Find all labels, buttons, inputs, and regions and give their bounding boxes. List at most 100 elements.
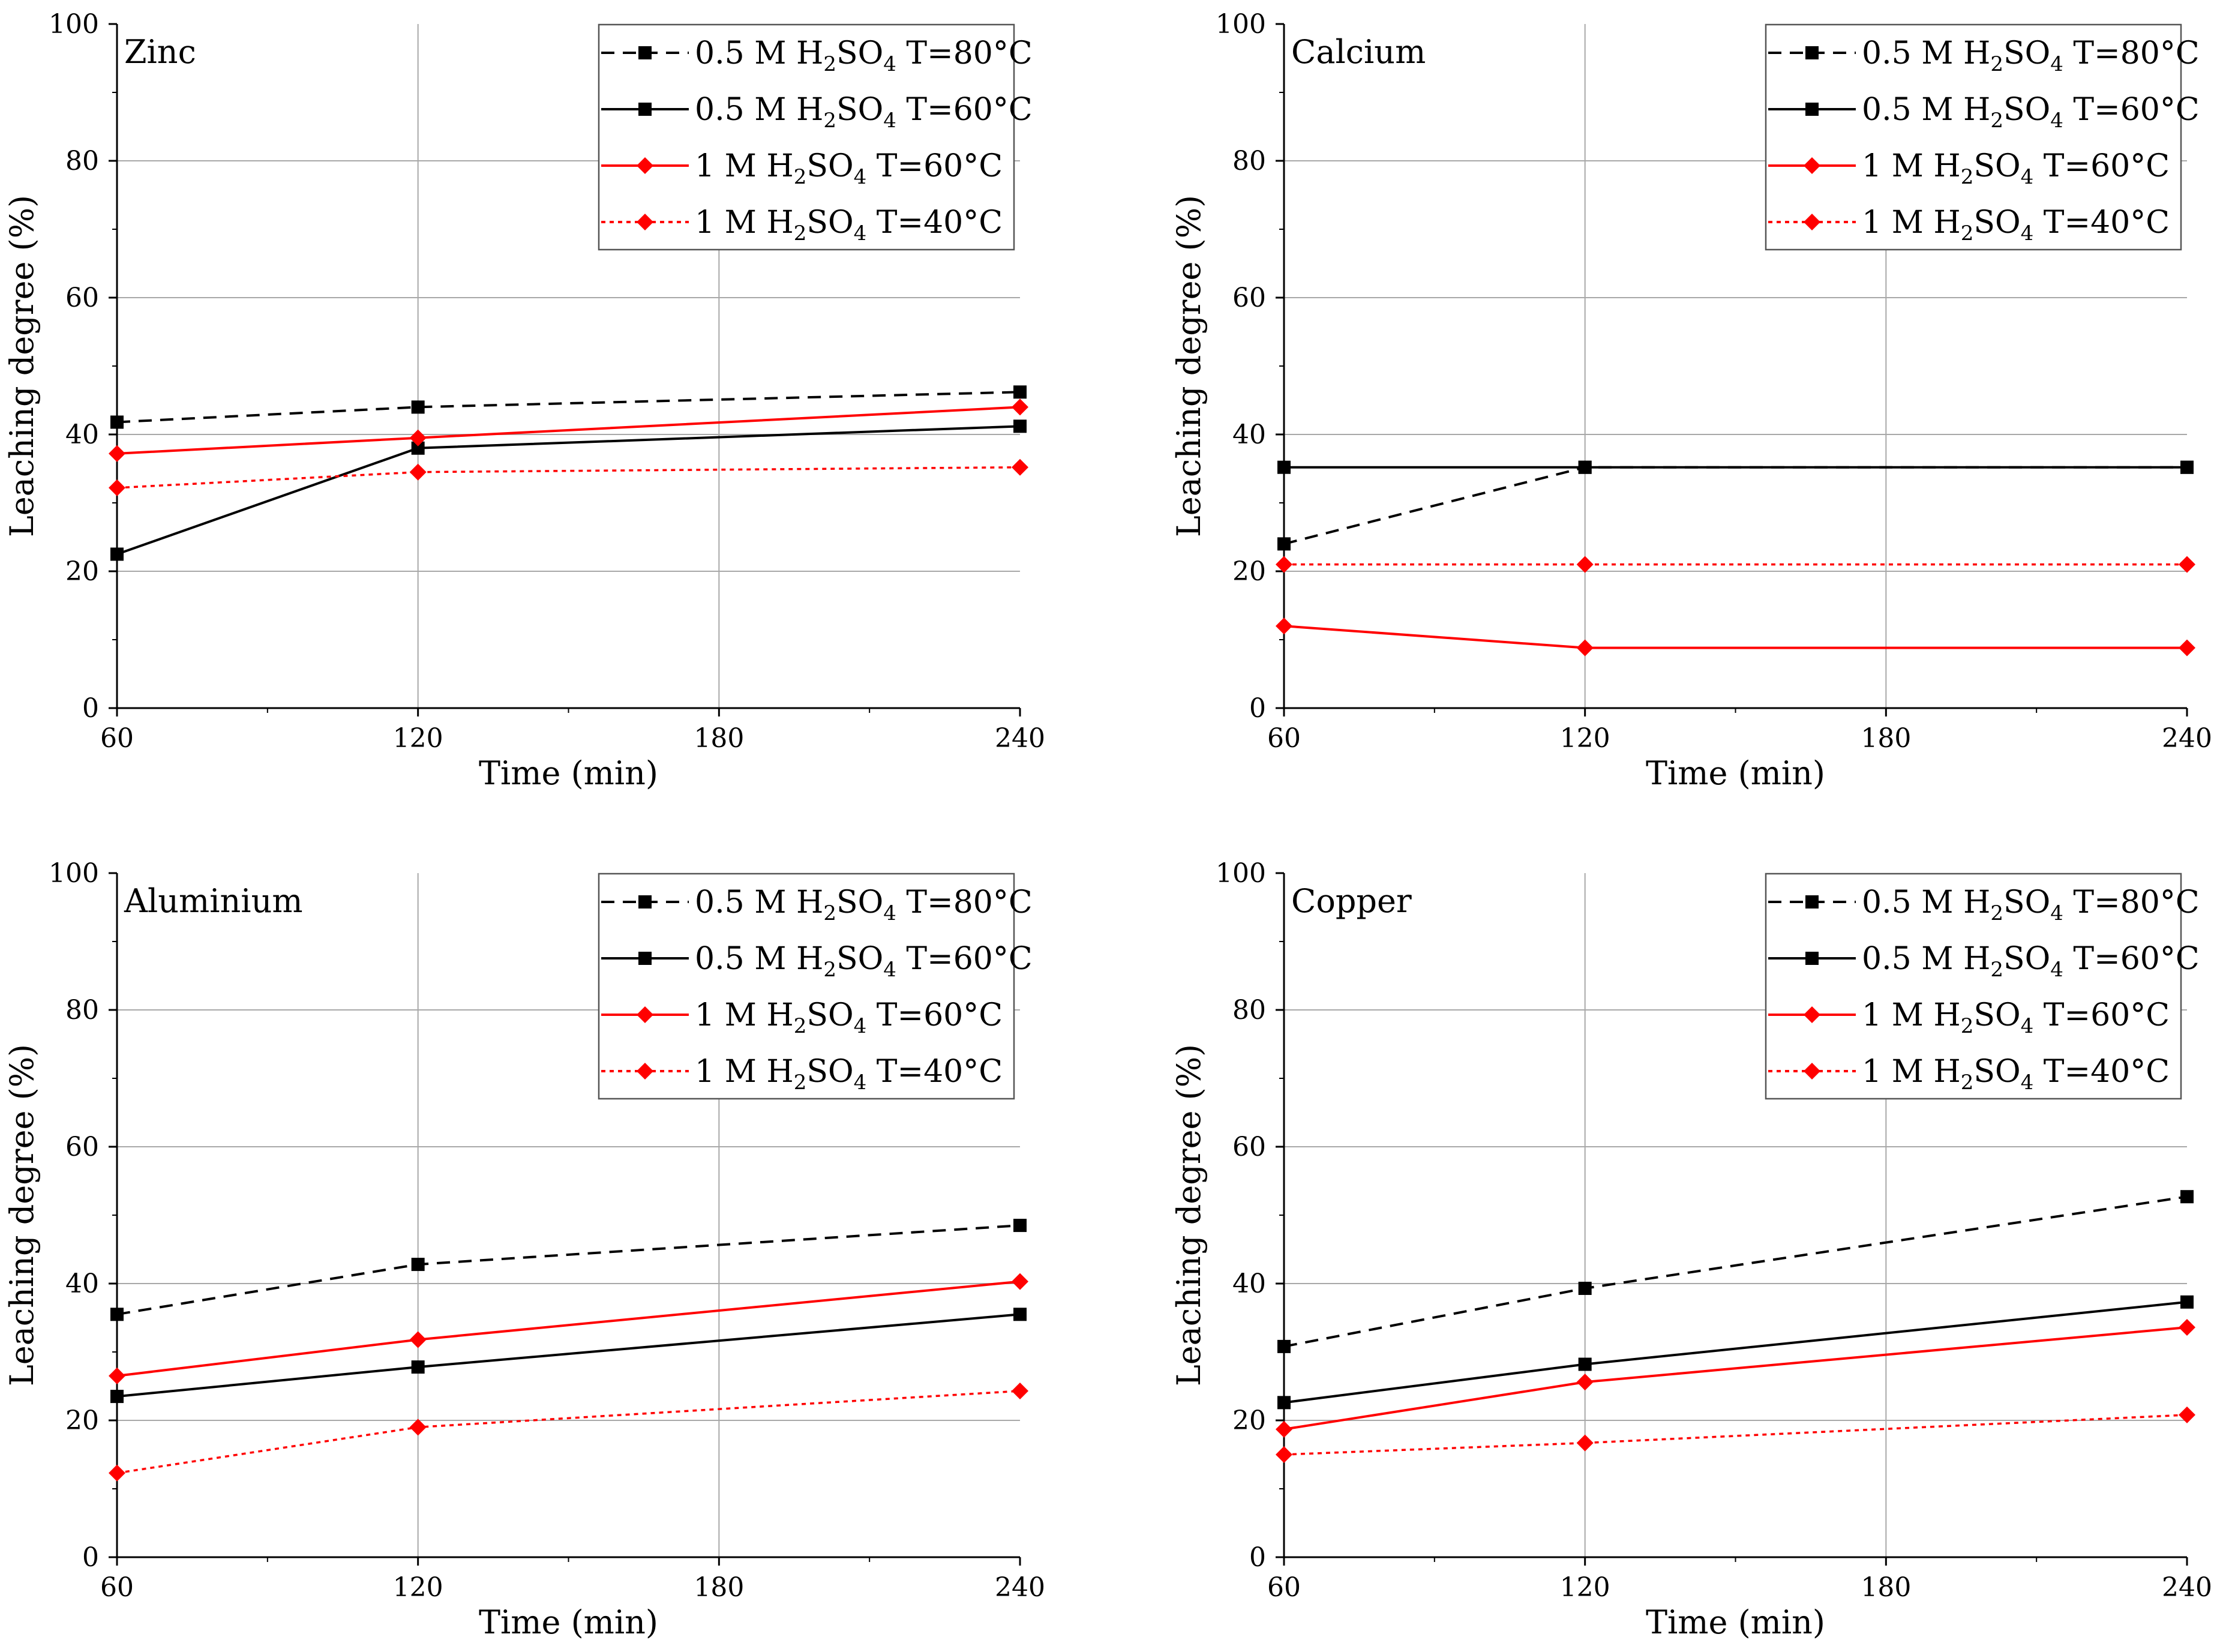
series-line <box>117 392 1020 422</box>
series-line <box>1284 1327 2187 1429</box>
panel-title: Zinc <box>124 33 196 71</box>
legend-marker <box>1805 952 1819 965</box>
y-tick-label: 100 <box>49 9 99 40</box>
y-tick-label: 20 <box>1232 556 1266 587</box>
legend-label: 1 M H2SO4 T=60°C <box>1862 997 2170 1038</box>
legend-label: 0.5 M H2SO4 T=60°C <box>1862 92 2200 133</box>
y-tick-label: 40 <box>1232 1269 1266 1299</box>
y-tick-label: 60 <box>1232 1132 1266 1162</box>
y-tick-label: 80 <box>1232 146 1266 176</box>
x-axis-title: Time (min) <box>479 1603 658 1641</box>
legend-label: 0.5 M H2SO4 T=80°C <box>1862 885 2200 925</box>
x-tick-label: 120 <box>393 1572 443 1603</box>
y-tick-label: 20 <box>1232 1405 1266 1436</box>
data-point <box>1579 1358 1592 1371</box>
legend-label: 0.5 M H2SO4 T=80°C <box>1862 35 2200 76</box>
data-point <box>110 1308 124 1321</box>
series-line <box>117 1225 1020 1314</box>
series-2 <box>110 419 1027 560</box>
y-tick-label: 40 <box>65 1269 99 1299</box>
y-tick-label: 40 <box>65 419 99 450</box>
y-tick-label: 0 <box>82 1542 99 1573</box>
series-3 <box>109 1273 1028 1384</box>
data-point <box>1012 398 1028 415</box>
series-4 <box>1276 1407 2195 1463</box>
series-line <box>1284 626 2187 647</box>
data-point <box>1277 1396 1291 1409</box>
chart-panel-aluminium: 02040608010060 120 180 240Time (min)Leachin… <box>3 858 1045 1641</box>
series-4 <box>109 459 1028 496</box>
data-point <box>109 479 125 496</box>
series-line <box>117 467 1020 488</box>
legend-marker <box>1805 895 1819 909</box>
data-point <box>1577 1435 1594 1452</box>
y-axis-title: Leaching degree (%) <box>1170 1044 1208 1386</box>
data-point <box>1276 617 1292 634</box>
y-tick-label: 60 <box>1232 283 1266 313</box>
y-tick-label: 0 <box>1249 693 1266 724</box>
y-tick-label: 100 <box>49 858 99 889</box>
legend-marker <box>638 952 652 965</box>
series-line <box>117 1282 1020 1376</box>
series-1 <box>110 1219 1027 1321</box>
series-1 <box>1277 461 2194 551</box>
y-tick-label: 80 <box>65 995 99 1026</box>
y-axis-title: Leaching degree (%) <box>1170 195 1208 537</box>
y-tick-label: 80 <box>65 146 99 176</box>
y-tick-label: 100 <box>1216 858 1266 889</box>
panel-title: Aluminium <box>124 882 303 920</box>
legend-label: 1 M H2SO4 T=40°C <box>1862 205 2170 245</box>
x-tick-label: 180 <box>1861 723 1911 754</box>
data-point <box>410 1419 427 1435</box>
data-point <box>1012 1383 1028 1399</box>
data-point <box>412 1258 425 1271</box>
data-point <box>1276 1421 1292 1438</box>
x-tick-label: 180 <box>694 1572 744 1603</box>
series-1 <box>1277 1190 2194 1353</box>
series-line <box>1284 1302 2187 1403</box>
legend-marker <box>638 103 652 116</box>
x-tick-label: 60 <box>100 723 134 754</box>
series-3 <box>1276 617 2195 656</box>
y-tick-label: 60 <box>65 1132 99 1162</box>
legend: 0.5 M H2SO4 T=80°C 0.5 M H2SO4 T=60°C 1 M … <box>1766 25 2200 250</box>
legend-marker <box>1805 103 1819 116</box>
figure: 0 20 40 60 80 100 60 120 180 240 Time (min) Leachin… <box>0 0 2217 1652</box>
legend: 0.5 M H2SO4 T=80°C 0.5 M H2SO4 T=60°C 1 M … <box>599 874 1033 1099</box>
x-tick-label: 120 <box>393 723 443 754</box>
data-point <box>1277 1340 1291 1353</box>
x-axis-title: Time (min) <box>1646 754 1825 792</box>
x-tick-label: 120 <box>1560 723 1610 754</box>
legend-label: 0.5 M H2SO4 T=60°C <box>695 92 1033 133</box>
data-point <box>1013 419 1027 433</box>
data-point <box>412 400 425 413</box>
x-tick-label: 120 <box>1560 1572 1610 1603</box>
data-point <box>1276 1446 1292 1463</box>
series-4 <box>1276 556 2195 573</box>
data-point <box>2180 461 2194 474</box>
data-point <box>1277 537 1291 550</box>
y-axis-title: Leaching degree (%) <box>3 195 41 537</box>
x-tick-label: 240 <box>995 723 1045 754</box>
data-point <box>410 1331 427 1348</box>
y-tick-label: 80 <box>1232 995 1266 1026</box>
chart-panel-copper: 0 20 40 60 80 100 60 120 180 240 Time (min) Leachin… <box>1170 858 2212 1641</box>
data-point <box>410 464 427 481</box>
series-1 <box>110 385 1027 428</box>
data-point <box>1276 556 1292 573</box>
x-axis-title: Time (min) <box>479 754 658 792</box>
data-point <box>109 1465 125 1482</box>
x-tick-label: 60 <box>1267 723 1301 754</box>
x-tick-label: 60 <box>100 1572 134 1603</box>
x-tick-label: 240 <box>2162 1572 2212 1603</box>
series-4 <box>109 1383 1028 1482</box>
data-point <box>2179 556 2195 573</box>
legend-label: 0.5 M H2SO4 T=60°C <box>1862 941 2200 982</box>
y-tick-label: 0 <box>82 693 99 724</box>
legend-label: 1 M H2SO4 T=60°C <box>695 997 1003 1038</box>
series-line <box>1284 1197 2187 1347</box>
data-point <box>109 445 125 462</box>
panel-title: Calcium <box>1291 33 1426 71</box>
panel-title: Copper <box>1291 882 1412 920</box>
data-point <box>2180 1190 2194 1203</box>
